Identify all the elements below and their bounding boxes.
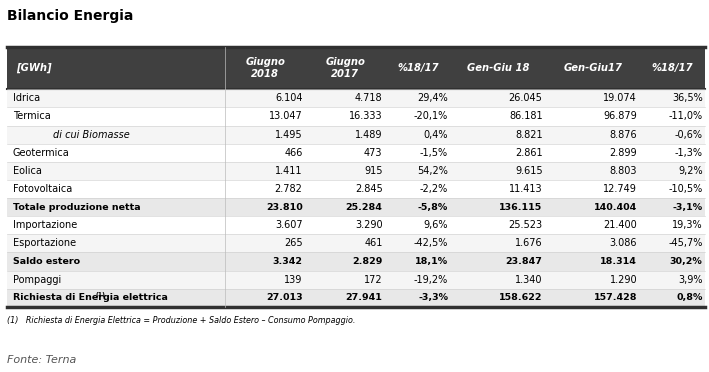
Text: 27.013: 27.013 <box>266 294 303 302</box>
Text: -1,3%: -1,3% <box>675 148 703 158</box>
Text: 1.411: 1.411 <box>275 166 303 176</box>
Text: 8.803: 8.803 <box>610 166 637 176</box>
Text: %18/17: %18/17 <box>397 63 439 73</box>
Text: 136.115: 136.115 <box>499 203 542 212</box>
Text: 16.333: 16.333 <box>349 112 383 122</box>
Text: 2.845: 2.845 <box>354 184 383 194</box>
Text: 473: 473 <box>364 148 383 158</box>
Text: Gen-Giu 18: Gen-Giu 18 <box>467 63 530 73</box>
Text: -2,2%: -2,2% <box>420 184 448 194</box>
Text: 139: 139 <box>284 275 303 285</box>
Text: 1.495: 1.495 <box>275 129 303 140</box>
Text: 0,8%: 0,8% <box>676 294 703 302</box>
Text: -45,7%: -45,7% <box>669 238 703 248</box>
Text: Giugno
2017: Giugno 2017 <box>325 57 365 79</box>
Text: Richiesta di Energia elettrica: Richiesta di Energia elettrica <box>13 294 167 302</box>
Text: Saldo estero: Saldo estero <box>13 257 80 266</box>
Text: Esportazione: Esportazione <box>13 238 76 248</box>
Text: 1.676: 1.676 <box>515 238 542 248</box>
Text: 3.086: 3.086 <box>610 238 637 248</box>
Text: -20,1%: -20,1% <box>414 112 448 122</box>
Text: 27.941: 27.941 <box>346 294 383 302</box>
Text: 23.847: 23.847 <box>506 257 542 266</box>
Text: 4.718: 4.718 <box>355 93 383 103</box>
Text: 96.879: 96.879 <box>603 112 637 122</box>
Text: 30,2%: 30,2% <box>670 257 703 266</box>
Text: Idrica: Idrica <box>13 93 40 103</box>
Text: 2.829: 2.829 <box>352 257 383 266</box>
Text: 19.074: 19.074 <box>603 93 637 103</box>
Text: 9,2%: 9,2% <box>678 166 703 176</box>
Text: Pompaggi: Pompaggi <box>13 275 61 285</box>
Text: 1.489: 1.489 <box>355 129 383 140</box>
Text: 54,2%: 54,2% <box>417 166 448 176</box>
Text: 0,4%: 0,4% <box>423 129 448 140</box>
Text: (1): (1) <box>95 292 105 297</box>
Text: [GWh]: [GWh] <box>16 63 51 73</box>
Text: 8.876: 8.876 <box>610 129 637 140</box>
Text: -5,8%: -5,8% <box>418 203 448 212</box>
Text: 26.045: 26.045 <box>508 93 542 103</box>
Text: Importazione: Importazione <box>13 220 77 230</box>
Text: 9,6%: 9,6% <box>423 220 448 230</box>
Text: 12.749: 12.749 <box>603 184 637 194</box>
Text: 19,3%: 19,3% <box>672 220 703 230</box>
Text: 461: 461 <box>364 238 383 248</box>
Text: 13.047: 13.047 <box>269 112 303 122</box>
Text: 1.340: 1.340 <box>515 275 542 285</box>
Text: 86.181: 86.181 <box>509 112 542 122</box>
Text: -11,0%: -11,0% <box>669 112 703 122</box>
Text: 3.607: 3.607 <box>275 220 303 230</box>
Text: 3,9%: 3,9% <box>678 275 703 285</box>
Text: Termica: Termica <box>13 112 50 122</box>
Text: 25.284: 25.284 <box>346 203 383 212</box>
Text: 25.523: 25.523 <box>508 220 542 230</box>
Text: 9.615: 9.615 <box>515 166 542 176</box>
Text: 21.400: 21.400 <box>603 220 637 230</box>
Text: 2.782: 2.782 <box>274 184 303 194</box>
Text: 36,5%: 36,5% <box>672 93 703 103</box>
Text: 2.861: 2.861 <box>515 148 542 158</box>
Text: 6.104: 6.104 <box>275 93 303 103</box>
Text: 140.404: 140.404 <box>594 203 637 212</box>
Text: 2.899: 2.899 <box>610 148 637 158</box>
Text: (1)   Richiesta di Energia Elettrica = Produzione + Saldo Estero – Consumo Pompa: (1) Richiesta di Energia Elettrica = Pro… <box>7 316 355 325</box>
Text: 466: 466 <box>284 148 303 158</box>
Text: 1.290: 1.290 <box>610 275 637 285</box>
Text: Bilancio Energia: Bilancio Energia <box>7 9 133 23</box>
Text: 8.821: 8.821 <box>515 129 542 140</box>
Text: -42,5%: -42,5% <box>413 238 448 248</box>
Text: 265: 265 <box>284 238 303 248</box>
Text: Eolica: Eolica <box>13 166 42 176</box>
Text: 157.428: 157.428 <box>593 294 637 302</box>
Text: 29,4%: 29,4% <box>418 93 448 103</box>
Text: -0,6%: -0,6% <box>675 129 703 140</box>
Text: Totale produzione netta: Totale produzione netta <box>13 203 140 212</box>
Text: 11.413: 11.413 <box>509 184 542 194</box>
Text: 18.314: 18.314 <box>601 257 637 266</box>
Text: 18,1%: 18,1% <box>415 257 448 266</box>
Text: -1,5%: -1,5% <box>420 148 448 158</box>
Text: di cui Biomasse: di cui Biomasse <box>53 129 130 140</box>
Text: 915: 915 <box>364 166 383 176</box>
Text: -19,2%: -19,2% <box>414 275 448 285</box>
Text: Giugno
2018: Giugno 2018 <box>245 57 285 79</box>
Text: -10,5%: -10,5% <box>669 184 703 194</box>
Text: -3,1%: -3,1% <box>673 203 703 212</box>
Text: Geotermica: Geotermica <box>13 148 69 158</box>
Text: %18/17: %18/17 <box>652 63 693 73</box>
Text: Gen-Giu17: Gen-Giu17 <box>563 63 623 73</box>
Text: -3,3%: -3,3% <box>418 294 448 302</box>
Text: 3.290: 3.290 <box>355 220 383 230</box>
Text: Fotovoltaica: Fotovoltaica <box>13 184 72 194</box>
Text: 172: 172 <box>364 275 383 285</box>
Text: 158.622: 158.622 <box>499 294 542 302</box>
Text: 23.810: 23.810 <box>266 203 303 212</box>
Text: 3.342: 3.342 <box>272 257 303 266</box>
Text: Fonte: Terna: Fonte: Terna <box>7 355 77 365</box>
